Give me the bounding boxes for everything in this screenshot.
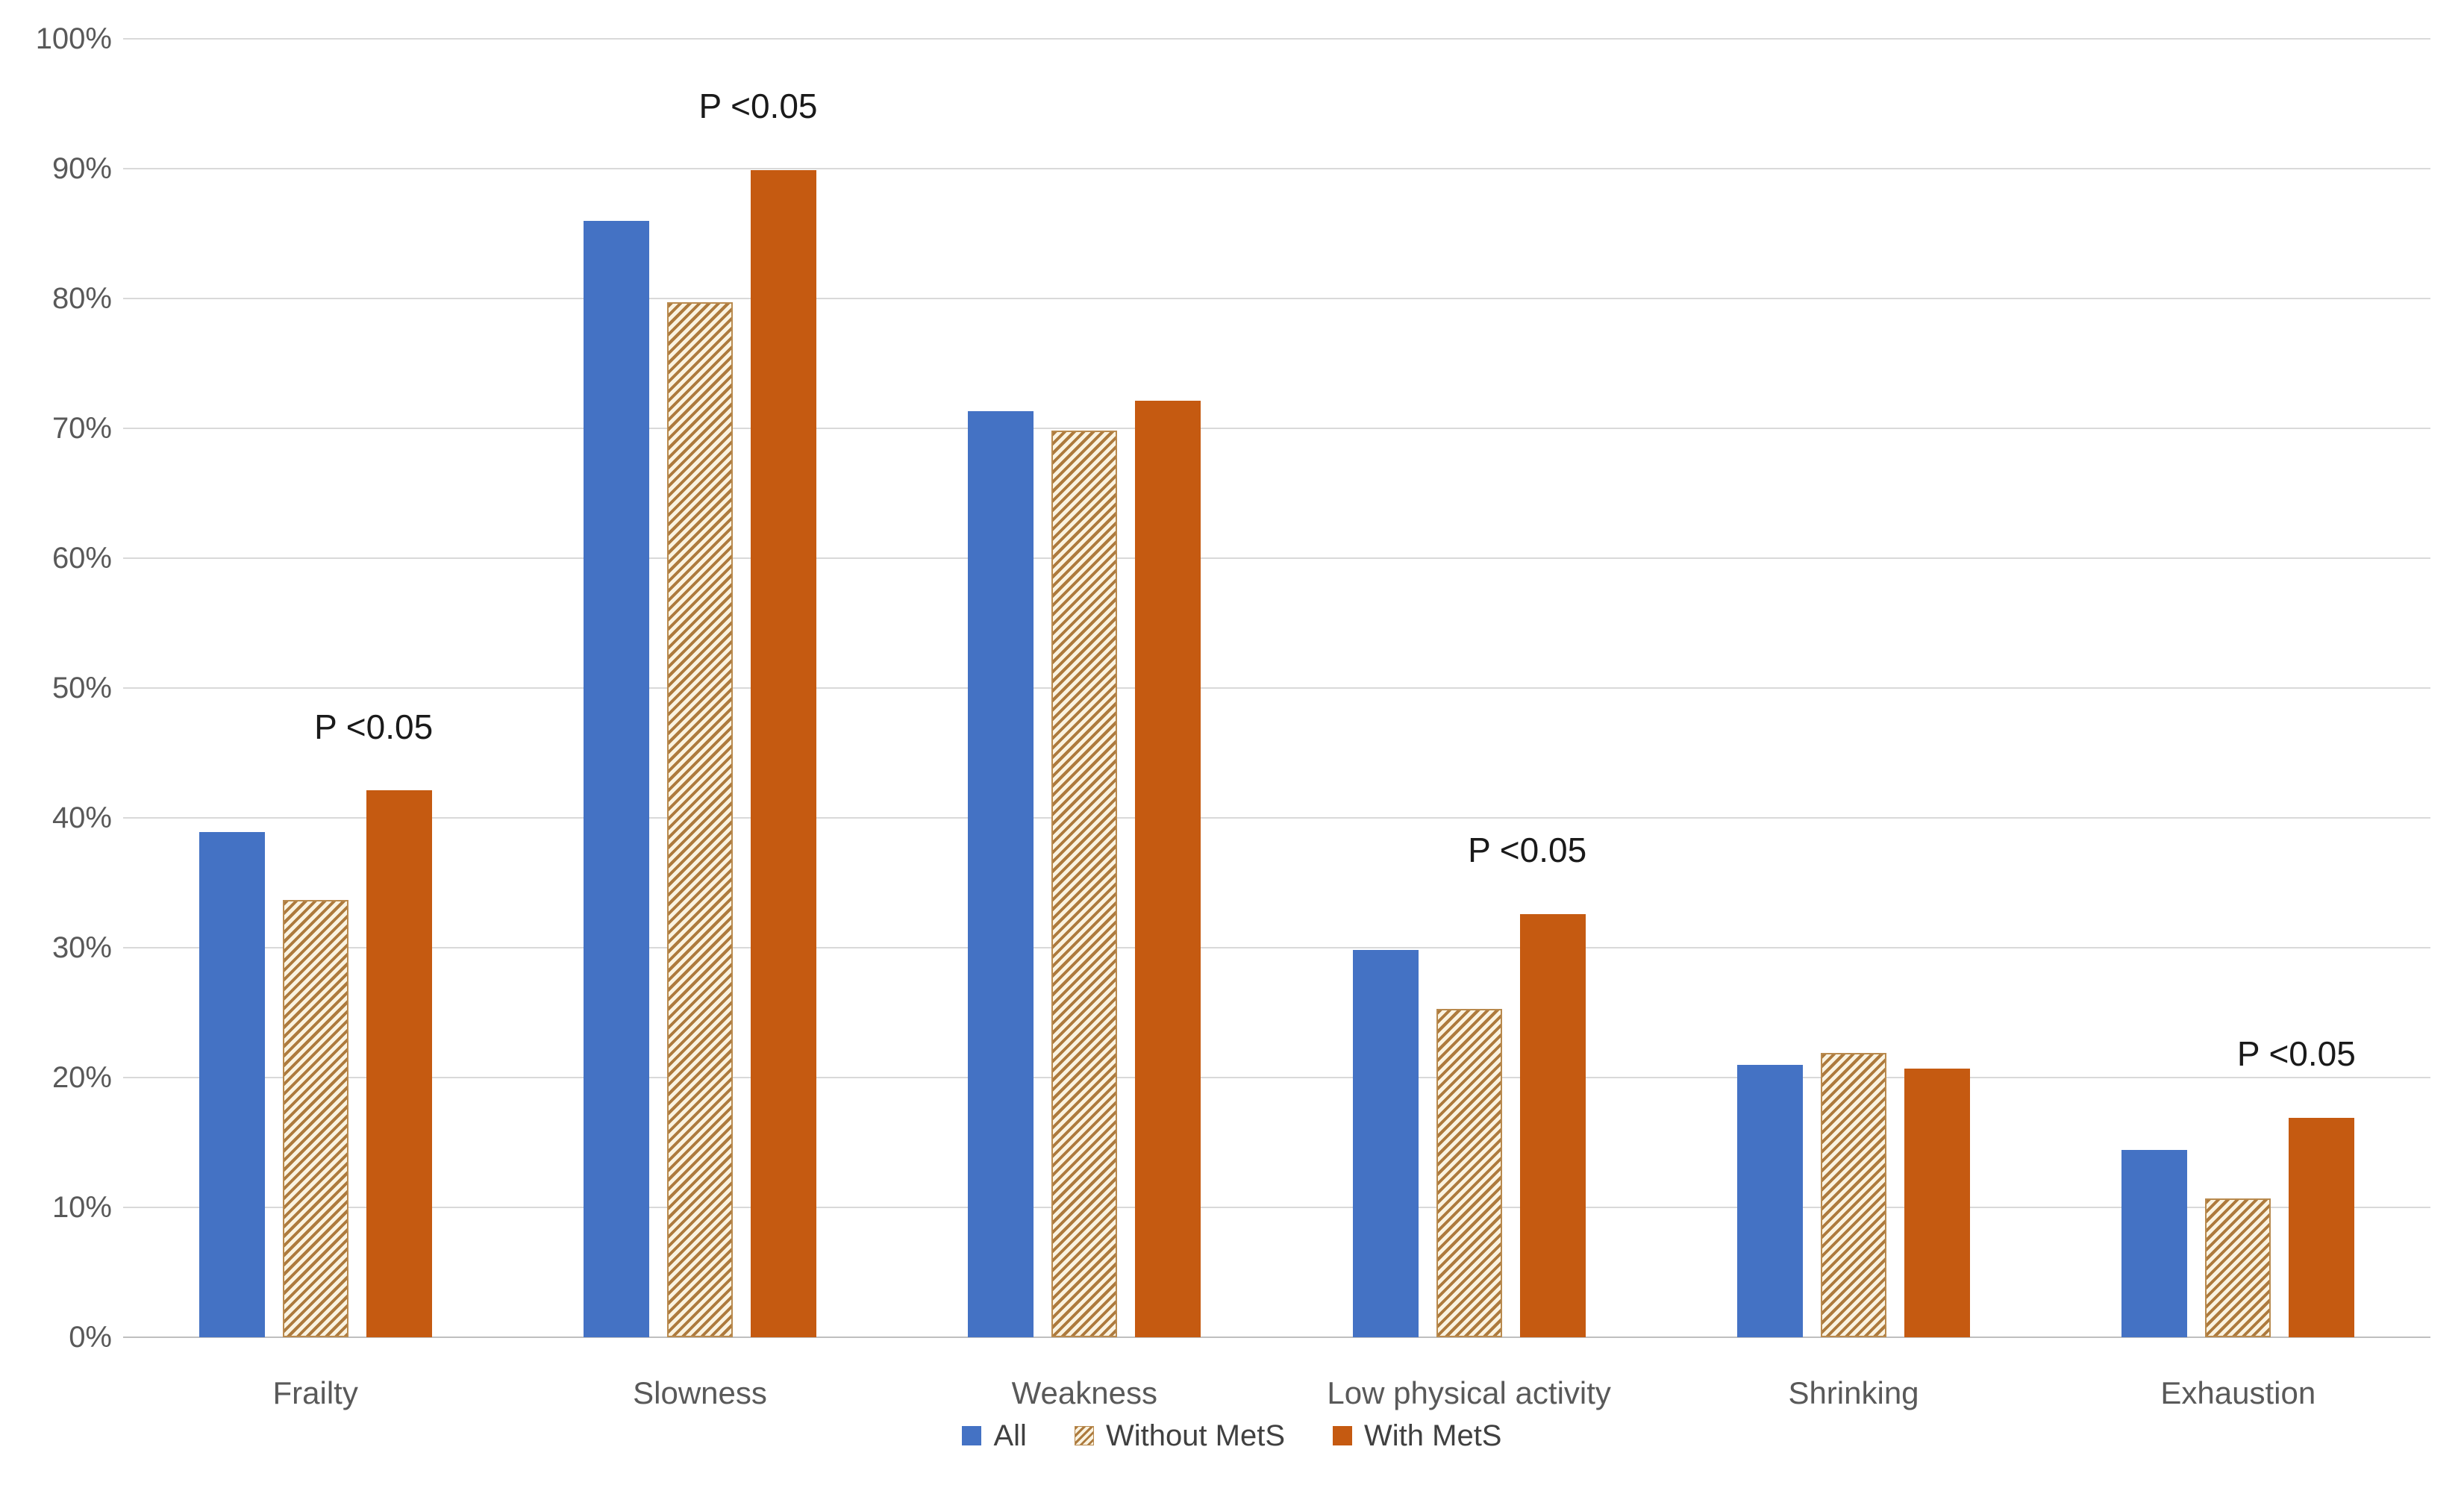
bar-all-exhaustion bbox=[2121, 1150, 2188, 1337]
bar-with-mets-exhaustion bbox=[2289, 1117, 2355, 1337]
gridline bbox=[123, 298, 2430, 299]
p-value-label-slowness: P <0.05 bbox=[698, 86, 818, 125]
x-axis-category-label: Slowness bbox=[633, 1375, 767, 1410]
x-axis-baseline bbox=[123, 1336, 2430, 1338]
gridline bbox=[123, 168, 2430, 169]
p-value-label-exhaustion: P <0.05 bbox=[2236, 1034, 2356, 1074]
y-axis-tick-label: 10% bbox=[51, 1191, 112, 1224]
bar-group-weakness bbox=[892, 39, 1277, 1337]
y-axis-tick-label: 30% bbox=[51, 931, 112, 964]
legend-swatch-all bbox=[962, 1426, 982, 1445]
gridline bbox=[123, 947, 2430, 948]
x-axis-category-label: Frailty bbox=[272, 1375, 358, 1410]
gridline bbox=[123, 428, 2430, 429]
gridline bbox=[123, 687, 2430, 689]
legend-label: All bbox=[993, 1419, 1027, 1452]
legend-label: With MetS bbox=[1364, 1419, 1502, 1452]
x-axis-category-label: Weakness bbox=[1011, 1375, 1157, 1410]
bar-with-mets-shrinking bbox=[1904, 1068, 1970, 1337]
y-axis-tick-label: 90% bbox=[51, 152, 112, 185]
bar-without-mets-exhaustion bbox=[2205, 1198, 2271, 1337]
bar-all-shrinking bbox=[1736, 1064, 1803, 1337]
legend-label: Without MetS bbox=[1105, 1419, 1286, 1452]
x-axis-category-label: Exhaustion bbox=[2160, 1375, 2316, 1410]
legend-item-with-mets: With MetS bbox=[1333, 1418, 1502, 1454]
bar-group-low-physical-activity bbox=[1277, 39, 1661, 1337]
legend-item-all: All bbox=[962, 1418, 1027, 1454]
legend-swatch-with-mets bbox=[1333, 1426, 1353, 1445]
legend: All Without MetS With MetS bbox=[0, 1418, 2464, 1454]
y-axis-tick-label: 100% bbox=[35, 22, 112, 55]
bar-with-mets-frailty bbox=[366, 790, 432, 1337]
y-axis-tick-label: 70% bbox=[51, 412, 112, 445]
y-axis-tick-label: 80% bbox=[51, 282, 112, 315]
y-axis-tick-label: 60% bbox=[51, 542, 112, 575]
gridline bbox=[123, 817, 2430, 819]
legend-swatch-without-mets bbox=[1074, 1426, 1094, 1445]
x-axis-category-label: Low physical activity bbox=[1327, 1375, 1611, 1410]
bar-all-slowness bbox=[583, 220, 649, 1337]
bar-without-mets-slowness bbox=[666, 302, 733, 1337]
y-axis-tick-label: 40% bbox=[51, 801, 112, 834]
bar-group-slowness bbox=[507, 39, 892, 1337]
bar-with-mets-low-physical-activity bbox=[1519, 913, 1586, 1337]
p-value-label-low-physical-activity: P <0.05 bbox=[1468, 830, 1587, 869]
bar-all-low-physical-activity bbox=[1352, 950, 1419, 1337]
bar-all-frailty bbox=[198, 832, 265, 1337]
legend-item-without-mets: Without MetS bbox=[1074, 1418, 1286, 1454]
y-axis-tick-label: 20% bbox=[51, 1061, 112, 1094]
plot-area bbox=[123, 39, 2430, 1337]
y-axis-tick-label: 50% bbox=[51, 672, 112, 704]
bar-group-exhaustion bbox=[2046, 39, 2430, 1337]
x-axis-category-label: Shrinking bbox=[1788, 1375, 1919, 1410]
bar-with-mets-weakness bbox=[1135, 401, 1201, 1337]
p-value-label-frailty: P <0.05 bbox=[314, 707, 434, 746]
bar-group-frailty bbox=[123, 39, 507, 1337]
gridline bbox=[123, 557, 2430, 559]
bar-all-weakness bbox=[968, 411, 1034, 1337]
gridline bbox=[123, 1207, 2430, 1208]
bar-with-mets-slowness bbox=[750, 169, 816, 1337]
gridline bbox=[123, 38, 2430, 40]
bar-group-shrinking bbox=[1661, 39, 2045, 1337]
bar-without-mets-weakness bbox=[1051, 431, 1118, 1337]
bar-without-mets-frailty bbox=[282, 899, 348, 1337]
gridline bbox=[123, 1077, 2430, 1078]
bar-without-mets-shrinking bbox=[1820, 1052, 1886, 1337]
bar-without-mets-low-physical-activity bbox=[1436, 1008, 1502, 1337]
y-axis-tick-label: 0% bbox=[69, 1321, 112, 1354]
